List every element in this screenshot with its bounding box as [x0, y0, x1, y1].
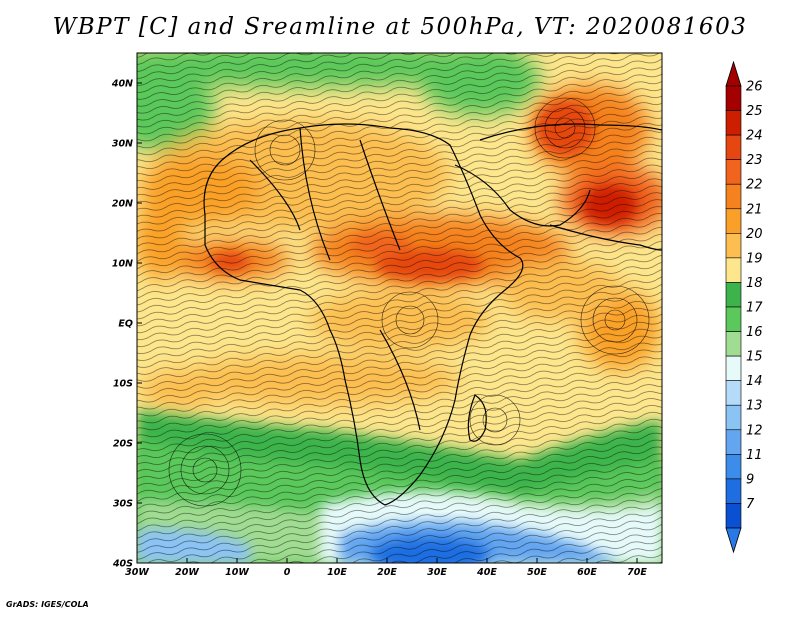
lon-tick-label: 60E	[577, 567, 597, 578]
streamlines	[137, 53, 662, 563]
colorbar-label: 14	[746, 374, 763, 389]
colorbar-swatch	[725, 208, 742, 234]
colorbar-swatch	[725, 404, 742, 431]
lon-tick-label: 20W	[175, 567, 199, 578]
credit-text: GrADS: IGES/COLA	[6, 600, 89, 609]
lat-tick-label: 40S	[112, 559, 133, 570]
colorbar-swatch	[725, 257, 742, 283]
colorbar-swatch	[725, 233, 742, 259]
colorbar: 26 25 24 23 22 21 20 19 18 17 16 15 14 13 12 11 9 7	[725, 60, 763, 554]
lon-tick-label: 0	[284, 567, 291, 578]
colorbar-top-arrow	[725, 60, 742, 87]
colorbar-label: 20	[746, 227, 763, 242]
colorbar-swatch	[725, 159, 742, 185]
colorbar-label: 19	[746, 251, 763, 266]
colorbar-label: 22	[746, 178, 763, 193]
lon-tick-label: 70E	[627, 567, 647, 578]
lat-tick-label: 40N	[111, 79, 133, 90]
colorbar-swatch	[725, 110, 742, 136]
colorbar-swatch	[725, 429, 742, 455]
chart-title: WBPT [C] and Sreamline at 500hPa, VT: 20…	[52, 14, 748, 40]
colorbar-bottom-arrow	[725, 527, 742, 554]
colorbar-label: 17	[746, 301, 763, 316]
colorbar-swatch	[725, 355, 742, 381]
colorbar-label: 7	[746, 497, 755, 512]
colorbar-label: 16	[746, 325, 763, 340]
colorbar-label: 13	[746, 399, 763, 414]
colorbar-label: 24	[746, 129, 763, 144]
colorbar-label: 21	[746, 202, 763, 217]
lon-tick-label: 40E	[476, 567, 497, 578]
lat-tick-label: 30S	[113, 499, 133, 510]
colorbar-label: 18	[746, 276, 763, 291]
colorbar-label: 9	[746, 472, 754, 487]
lon-tick-label: 50E	[527, 567, 547, 578]
colorbar-label: 15	[746, 350, 763, 365]
colorbar-swatch	[725, 85, 742, 111]
colorbar-swatch	[725, 331, 742, 357]
lat-axis: 40N 30N 20N 10N EQ 10S 20S 30S 40S	[111, 79, 142, 570]
colorbar-swatch	[725, 380, 742, 406]
colorbar-swatch	[725, 306, 742, 332]
lon-tick-label: 30E	[427, 567, 447, 578]
lon-axis: 30W 20W 10W 0 10E 20E 30E 40E 50E 60E 70E	[125, 558, 647, 578]
colorbar-swatch	[725, 478, 742, 504]
lat-tick-label: 20S	[113, 439, 133, 450]
lat-tick-label: 10S	[113, 379, 133, 390]
map-border	[136, 52, 663, 564]
colorbar-label: 11	[746, 448, 763, 463]
colorbar-label: 25	[746, 104, 763, 119]
coastlines	[203, 123, 662, 506]
lat-tick-label: EQ	[118, 319, 133, 330]
lat-tick-label: 20N	[112, 199, 133, 210]
colorbar-label: 12	[746, 423, 763, 438]
colorbar-label: 23	[746, 153, 763, 168]
lon-tick-label: 10W	[225, 567, 249, 578]
colorbar-swatch	[725, 183, 742, 210]
colorbar-label: 26	[746, 80, 763, 95]
lon-tick-label: 10E	[327, 567, 347, 578]
lon-tick-label: 20E	[377, 567, 397, 578]
colorbar-swatch	[725, 282, 742, 308]
colorbar-swatch	[725, 134, 742, 160]
lat-tick-label: 30N	[112, 139, 133, 150]
colorbar-swatch	[725, 503, 742, 529]
lon-tick-label: 30W	[125, 567, 149, 578]
lat-tick-label: 10N	[112, 259, 133, 270]
colorbar-swatch	[725, 454, 742, 480]
